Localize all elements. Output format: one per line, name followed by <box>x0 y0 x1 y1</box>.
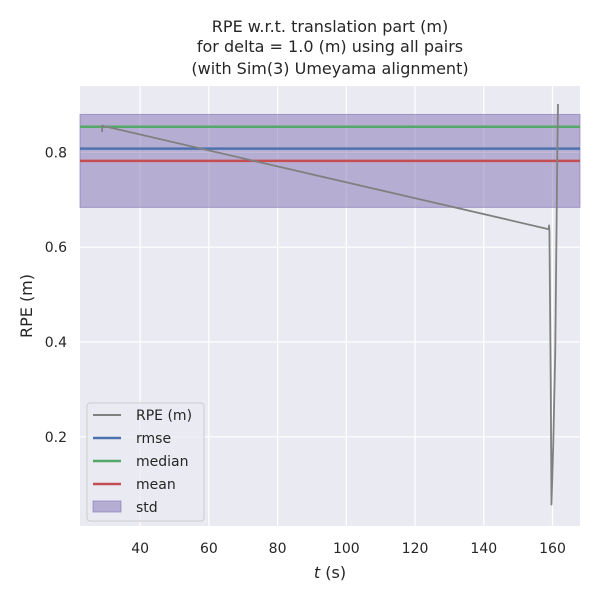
x-tick-label: 100 <box>333 541 360 557</box>
y-tick-label: 0.4 <box>45 335 67 351</box>
x-axis-label-unit: (s) <box>320 563 346 582</box>
y-tick-label: 0.6 <box>45 240 67 256</box>
x-tick-label: 160 <box>539 541 566 557</box>
y-axis-label: RPE (m) <box>17 274 36 338</box>
y-tick-label: 0.2 <box>45 430 67 446</box>
legend-marker-std <box>92 500 122 513</box>
rpe-series-line <box>101 104 559 506</box>
chart-title-line-1: RPE w.r.t. translation part (m) <box>212 17 448 36</box>
legend-label-rpe: RPE (m) <box>136 408 192 424</box>
legend: RPE (m) rmse median mean std <box>86 402 205 522</box>
x-tick-label: 80 <box>269 541 287 557</box>
x-axis-label: t (s) <box>314 563 346 582</box>
x-tick-label: 60 <box>200 541 218 557</box>
y-tick-label: 0.8 <box>45 145 67 161</box>
series-layer <box>101 104 559 506</box>
x-axis-label-var: t <box>314 563 321 582</box>
legend-box <box>86 402 205 522</box>
legend-label-median: median <box>136 454 188 470</box>
x-tick-label: 120 <box>402 541 429 557</box>
x-tick-label: 40 <box>131 541 149 557</box>
legend-label-mean: mean <box>136 477 176 493</box>
legend-label-std: std <box>136 500 158 516</box>
chart-title-line-2: for delta = 1.0 (m) using all pairs <box>197 37 463 56</box>
y-tick-labels: 0.2 0.4 0.6 0.8 <box>45 145 67 445</box>
chart-title-line-3: (with Sim(3) Umeyama alignment) <box>191 59 468 78</box>
stat-lines-layer <box>80 125 580 163</box>
legend-label-rmse: rmse <box>136 431 171 447</box>
x-tick-labels: 40 60 80 100 120 140 160 <box>131 541 566 557</box>
x-tick-label: 140 <box>470 541 497 557</box>
